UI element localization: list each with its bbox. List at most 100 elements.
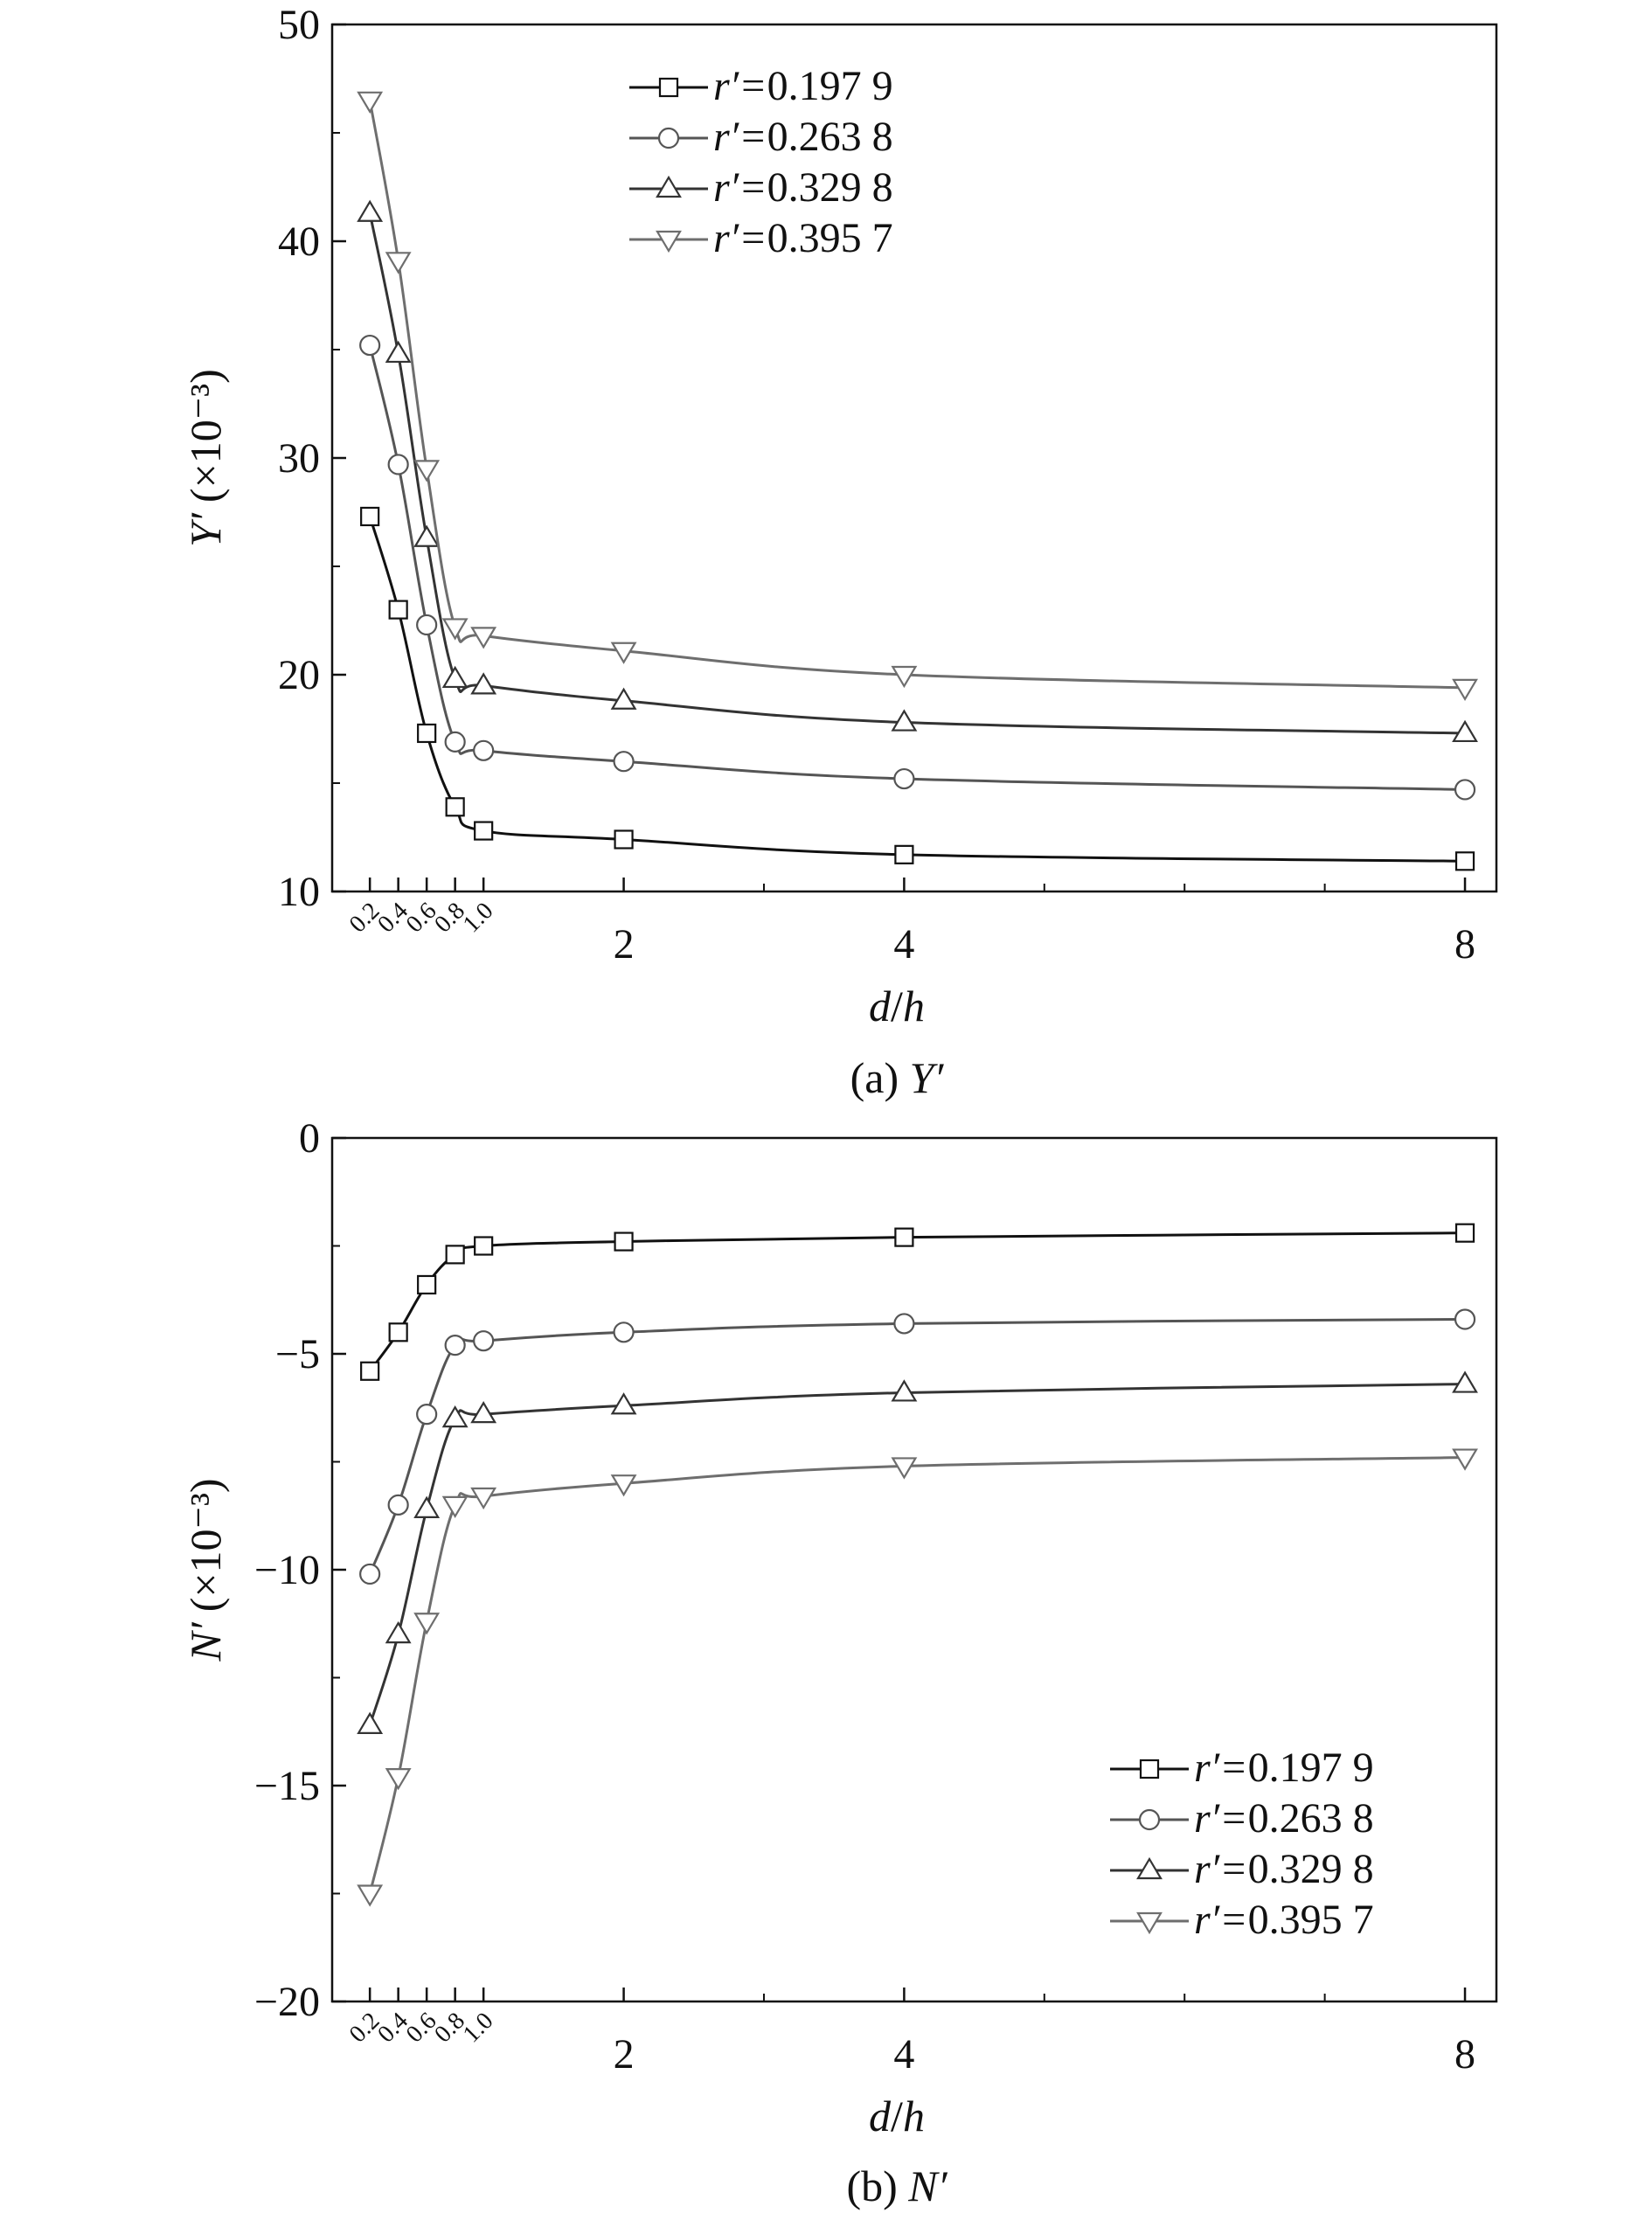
text-part: (×10⁻³) — [181, 369, 230, 503]
data-point — [1452, 719, 1478, 743]
data-point — [444, 731, 466, 753]
text-part: 0.197 9 — [1248, 1745, 1374, 1791]
legend-marker — [1139, 1759, 1160, 1779]
x-tick-label: 2 — [614, 2031, 635, 2078]
x-tick-label: 8 — [1454, 2031, 1475, 2078]
legend-label: r′=0.263 8 — [713, 114, 893, 160]
data-point — [1454, 1308, 1476, 1330]
series-1 — [359, 334, 1476, 801]
legend-label: r′=0.263 8 — [1194, 1795, 1374, 1842]
data-point — [441, 1495, 469, 1519]
data-point — [359, 334, 381, 357]
text-part: Y′ — [910, 1053, 945, 1102]
data-point — [470, 672, 497, 695]
data-point — [474, 821, 494, 841]
data-point — [1454, 851, 1475, 871]
data-point — [473, 1330, 495, 1352]
series-2 — [357, 199, 1478, 743]
data-point — [357, 199, 384, 222]
text-part: r′= — [713, 63, 767, 109]
data-point — [894, 844, 914, 864]
series-0 — [360, 506, 1475, 871]
data-point — [893, 1313, 915, 1335]
data-point — [445, 797, 465, 817]
data-point — [416, 1404, 438, 1426]
legend-label: r′=0.197 9 — [1194, 1745, 1374, 1791]
series-line — [368, 344, 1466, 791]
data-point — [385, 1768, 412, 1791]
x-axis-title: d/h — [869, 2092, 925, 2140]
y-axis-title: N′ (×10⁻³) — [181, 1478, 230, 1661]
data-point — [470, 1400, 497, 1424]
text-part: r′= — [713, 164, 767, 211]
x-tick-label: 2 — [614, 921, 635, 968]
x-tick-label: 4 — [893, 921, 914, 968]
data-point — [891, 1379, 918, 1402]
data-point — [388, 600, 408, 620]
data-point — [387, 1494, 409, 1516]
y-tick-label: −10 — [254, 1547, 320, 1593]
data-point — [891, 665, 918, 689]
text-part: 0.329 8 — [767, 164, 893, 211]
data-point — [357, 91, 384, 114]
legend-label: r′=0.395 7 — [1194, 1897, 1374, 1943]
y-tick-label: 50 — [278, 2, 320, 48]
text-part: Y′ — [181, 512, 230, 547]
text-part: 0.263 8 — [1248, 1795, 1374, 1842]
y-tick-label: 40 — [278, 219, 320, 265]
text-part: r′= — [1194, 1846, 1248, 1892]
data-point — [357, 1711, 384, 1734]
text-part: 0.197 9 — [767, 63, 893, 109]
text-part: r′= — [713, 215, 767, 261]
data-point — [413, 1613, 441, 1635]
data-point — [417, 1274, 437, 1295]
x-axis-title: d/h — [869, 982, 925, 1030]
data-point — [385, 1620, 412, 1644]
data-point — [413, 1495, 441, 1518]
data-point — [893, 767, 915, 790]
chart-n-prime: −20−15−10−500.20.40.60.81.02 4 8N′(×10⁻³)d… — [181, 1115, 1498, 2210]
data-point — [1452, 1448, 1478, 1471]
legend-marker — [656, 230, 682, 253]
data-point — [441, 618, 469, 641]
data-point — [445, 1245, 465, 1265]
data-point — [360, 506, 380, 527]
data-point — [359, 1563, 381, 1585]
series-line — [368, 1383, 1466, 1726]
legend-label: r′=0.197 9 — [713, 63, 893, 109]
legend-label: r′=0.329 8 — [1194, 1846, 1374, 1892]
series-0 — [360, 1223, 1475, 1381]
legend-marker — [1136, 1856, 1163, 1880]
legend-marker — [656, 175, 682, 198]
text-part: r′= — [1194, 1745, 1248, 1791]
text-part: 0.329 8 — [1248, 1846, 1374, 1892]
x-tick-label: 4 — [893, 2031, 914, 2078]
text-part: r′= — [1194, 1897, 1248, 1943]
series-line — [368, 1456, 1466, 1894]
data-point — [474, 1236, 494, 1256]
legend-marker — [658, 77, 679, 98]
x-tick-label: 8 — [1454, 921, 1475, 968]
y-tick-label: 0 — [299, 1115, 320, 1162]
data-point — [1454, 779, 1476, 801]
text-part: r′= — [1194, 1795, 1248, 1842]
series-line — [368, 1231, 1466, 1372]
data-point — [441, 665, 469, 689]
text-part: (×10⁻³) — [181, 1478, 230, 1612]
legend-marker — [1136, 1911, 1163, 1935]
data-point — [613, 1322, 635, 1343]
text-part: r′= — [713, 114, 767, 160]
data-point — [413, 524, 441, 547]
text-part: h — [903, 2092, 925, 2140]
data-point — [1452, 678, 1478, 702]
text-part: d — [869, 982, 892, 1030]
text-part: d — [869, 2092, 892, 2140]
data-point — [473, 739, 495, 761]
data-point — [1452, 1370, 1478, 1393]
data-point — [441, 1405, 469, 1428]
series-line — [368, 1317, 1466, 1575]
legend-marker — [1138, 1808, 1161, 1831]
figure-caption: (b) N′ — [846, 2161, 947, 2210]
